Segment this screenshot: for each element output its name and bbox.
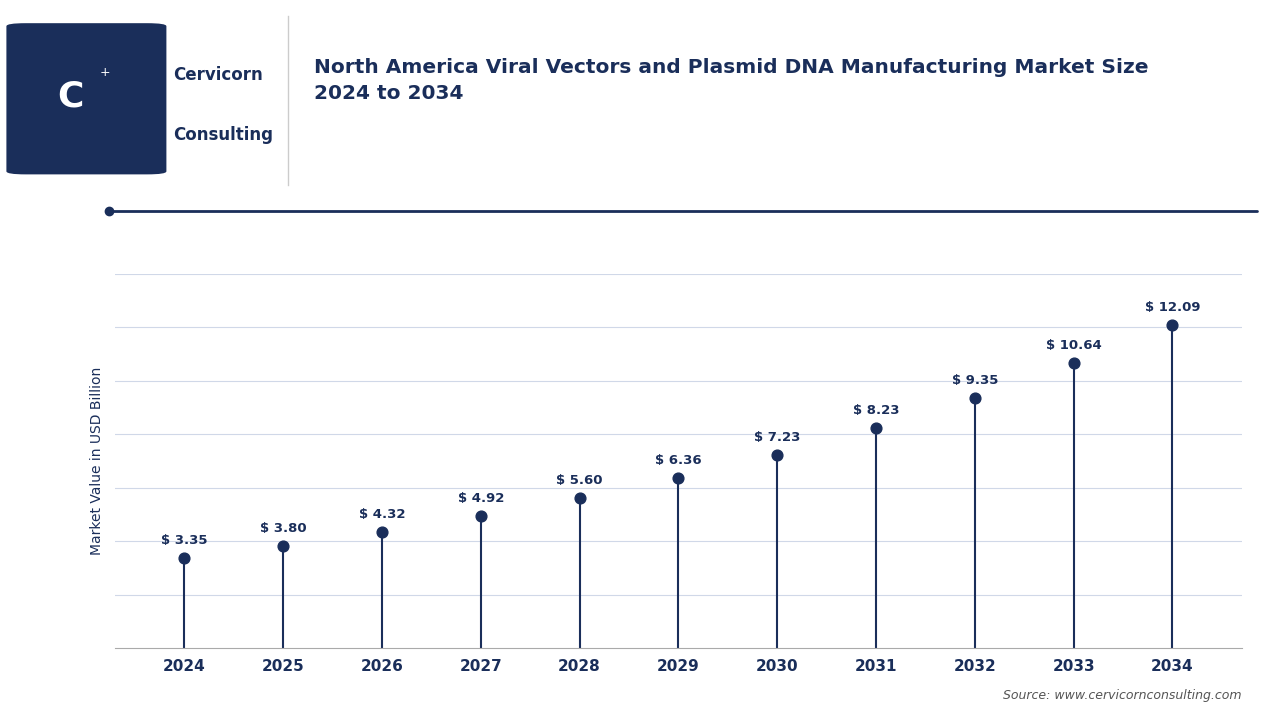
Point	[570, 492, 590, 504]
Point	[1162, 319, 1183, 330]
Text: $ 4.32: $ 4.32	[358, 508, 406, 521]
Point	[174, 553, 195, 564]
Text: $ 4.92: $ 4.92	[457, 492, 504, 505]
Text: C: C	[58, 80, 83, 114]
Text: $ 9.35: $ 9.35	[951, 374, 998, 387]
Point	[965, 392, 986, 404]
Point	[865, 422, 886, 433]
Text: $ 3.80: $ 3.80	[260, 522, 306, 535]
Text: Consulting: Consulting	[173, 126, 273, 144]
Text: $ 7.23: $ 7.23	[754, 431, 800, 444]
Text: Source: www.cervicornconsulting.com: Source: www.cervicornconsulting.com	[1004, 689, 1242, 702]
Text: Cervicorn: Cervicorn	[173, 66, 262, 84]
Point	[273, 541, 293, 552]
Text: $ 8.23: $ 8.23	[852, 404, 900, 417]
Text: North America Viral Vectors and Plasmid DNA Manufacturing Market Size
2024 to 20: North America Viral Vectors and Plasmid …	[314, 58, 1148, 104]
Text: $ 10.64: $ 10.64	[1046, 339, 1102, 352]
Point	[668, 472, 689, 484]
Point	[471, 510, 492, 522]
Point	[767, 449, 787, 460]
FancyBboxPatch shape	[6, 23, 166, 174]
Text: $ 3.35: $ 3.35	[161, 534, 207, 547]
Text: $ 6.36: $ 6.36	[655, 454, 701, 467]
Point	[371, 527, 392, 539]
Text: $ 5.60: $ 5.60	[557, 474, 603, 487]
Point	[1064, 358, 1084, 369]
Text: +: +	[100, 66, 110, 79]
Y-axis label: Market Value in USD Billion: Market Value in USD Billion	[90, 366, 104, 555]
Text: $ 12.09: $ 12.09	[1144, 300, 1201, 314]
